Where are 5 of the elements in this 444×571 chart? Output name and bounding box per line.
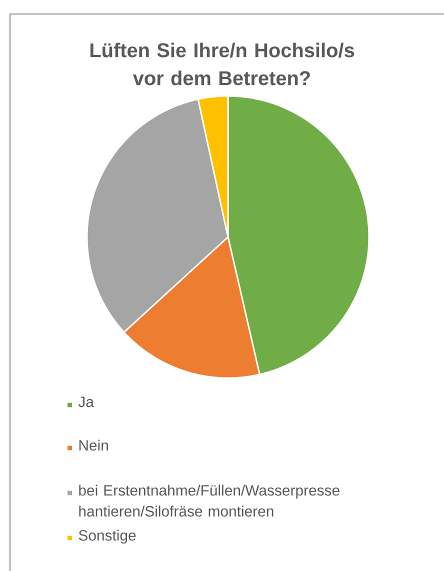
chart-title: Lüften Sie Ihre/n Hochsilo/s vor dem Betreten? <box>90 42 354 86</box>
legend-label: Ja <box>78 396 94 408</box>
legend-label: Sonstige <box>78 530 136 544</box>
legend-label: Nein <box>79 440 108 451</box>
legend-label: bei Erstentnahme/Füllen/Wasserpresse hantieren/Silofräse montieren <box>79 484 340 517</box>
